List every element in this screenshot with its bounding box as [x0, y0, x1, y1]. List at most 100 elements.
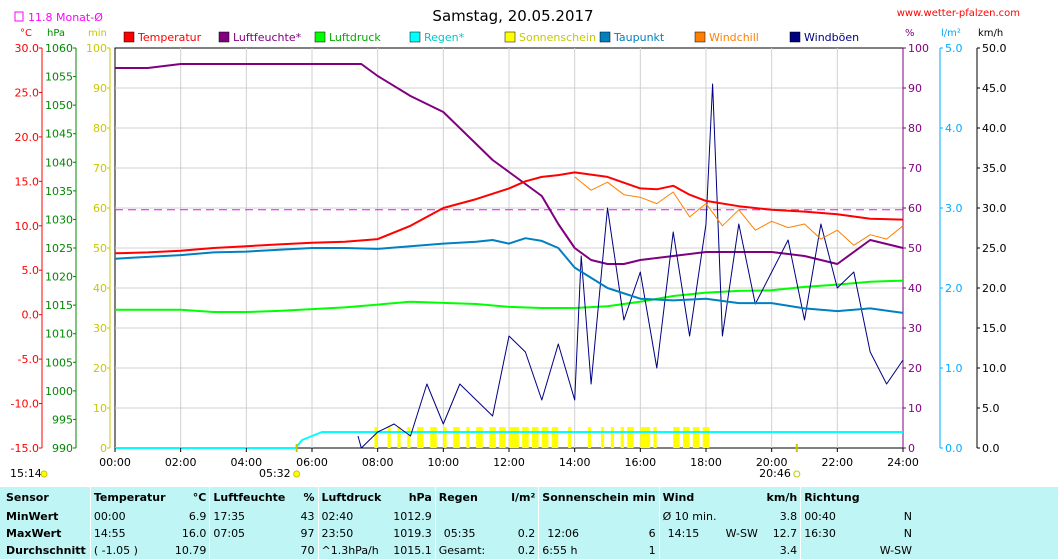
sun-time: [538, 508, 631, 525]
unit-sun: min: [88, 28, 107, 39]
header-rain: Regen: [434, 487, 501, 508]
plot-area: [114, 63, 904, 449]
pct-tick-label: 80: [908, 122, 922, 135]
rain-val: [500, 508, 539, 525]
press-val: 1015.1: [393, 544, 432, 557]
month-avg-icon: [14, 11, 24, 22]
sunshine-bar: [499, 427, 506, 448]
sunshine-bar: [600, 427, 605, 448]
series-regen: [115, 431, 903, 449]
temp-tick-label: 30.0: [15, 42, 40, 55]
hum-val: 43: [300, 510, 315, 523]
dir-val: W-SW: [879, 544, 912, 557]
sun-tick-label: 40: [93, 282, 107, 295]
legend: Temperatur Luftfeuchte* Luftdruck Regen* Son…: [123, 31, 859, 44]
sun-tick-label: 100: [86, 42, 107, 55]
rain-tick-label: 4.0: [945, 122, 963, 135]
sun-time: 6:55 h: [538, 542, 631, 559]
press-tick-label: 1055: [45, 71, 73, 84]
wind-tick-label: 0.0: [982, 442, 1000, 455]
series-luftfeuchte: [115, 63, 904, 265]
press-tick-label: 1000: [45, 385, 73, 398]
sunshine-bar: [587, 427, 592, 448]
legend-label: Windböen: [804, 31, 859, 44]
pct-tick-label: 40: [908, 282, 922, 295]
stats-row-max: MaxWert 14:55 16.0 07:05 97 23:50 1019.3…: [0, 525, 915, 542]
sunset-icon: [793, 470, 801, 478]
wind-tick-label: 50.0: [982, 42, 1007, 55]
press-tick-label: 1020: [45, 271, 73, 284]
stats-panel: Sensor Temperatur °C Luftfeuchte % Luftd…: [0, 487, 1058, 559]
site-link[interactable]: www.wetter-pfalzen.com: [897, 8, 1020, 19]
legend-label: Sonnenschein: [519, 31, 596, 44]
sunshine-bar: [430, 427, 437, 448]
sun-tick-label: 10: [93, 402, 107, 415]
press-tick-label: 995: [52, 413, 73, 426]
sunshine-bar: [509, 427, 519, 448]
press-tick-label: 1015: [45, 299, 73, 312]
header-wind-spacer: [723, 487, 761, 508]
wind-time: Ø 10 min.: [658, 508, 723, 525]
time-tick-label: 18:00: [690, 456, 722, 469]
sunrise-icon: [293, 470, 301, 478]
header-temp-unit: °C: [192, 491, 207, 504]
sunshine-bar: [640, 427, 651, 448]
temp-tick-label: -10.0: [11, 398, 39, 411]
stats-header-row: Sensor Temperatur °C Luftfeuchte % Luftd…: [0, 487, 915, 508]
temp-val: 16.0: [181, 527, 207, 540]
unit-wind: km/h: [978, 28, 1003, 39]
press-time: 02:40: [317, 508, 390, 525]
unit-rain: l/m²: [941, 28, 961, 39]
sunshine-bar: [551, 427, 559, 448]
wind-dir: [723, 508, 761, 525]
hum-val: 97: [300, 527, 315, 540]
row-label: MinWert: [6, 510, 59, 523]
press-time: 23:50: [317, 525, 390, 542]
dir-time: [800, 542, 863, 559]
legend-swatch: [789, 31, 801, 43]
header-dir: Richtung: [800, 487, 863, 508]
header-wind: Wind: [658, 487, 723, 508]
header-sun: Sonnenschein min: [538, 487, 660, 508]
temp-tick-label: 5.0: [22, 264, 40, 277]
header-wind-unit: km/h: [766, 491, 798, 504]
pct-tick-label: 0: [908, 442, 915, 455]
press-tick-label: 1045: [45, 128, 73, 141]
legend-label: Windchill: [709, 31, 759, 44]
time-tick-label: 22:00: [821, 456, 853, 469]
press-tick-label: 1030: [45, 213, 73, 226]
pct-tick-label: 30: [908, 322, 922, 335]
wind-tick-label: 25.0: [982, 242, 1007, 255]
header-hum: Luftfeuchte: [209, 487, 293, 508]
time-tick-label: 16:00: [624, 456, 656, 469]
sunshine-bar: [620, 427, 624, 448]
pct-tick-label: 20: [908, 362, 922, 375]
hum-time: [209, 542, 293, 559]
rain-val: 0.2: [517, 527, 536, 540]
row-label: MaxWert: [6, 527, 62, 540]
row-label: Durchschnitt: [6, 544, 86, 557]
temp-time: 00:00: [89, 508, 169, 525]
sunshine-bar: [466, 427, 470, 448]
time-now-label: 15:14: [10, 467, 42, 480]
wind-dir: W-SW: [725, 527, 758, 540]
sunshine-bar: [692, 427, 700, 448]
series-temperatur: [114, 171, 904, 255]
sun-icon: [40, 470, 48, 478]
rain-time: 05:35: [434, 525, 501, 542]
sun-tick-label: 30: [93, 322, 107, 335]
temp-tick-label: 15.0: [15, 175, 40, 188]
sunshine-bar: [531, 427, 539, 448]
header-dir-spacer: [863, 487, 915, 508]
temp-val: 6.9: [188, 510, 207, 523]
header-press: Luftdruck: [317, 487, 390, 508]
legend-swatch: [409, 31, 421, 43]
sun-val: 6: [648, 527, 656, 540]
header-sensor: Sensor: [6, 491, 49, 504]
press-val: 1019.3: [393, 527, 432, 540]
wind-val: 12.7: [772, 527, 798, 540]
temp-val: 10.79: [174, 544, 207, 557]
wind-tick-label: 30.0: [982, 202, 1007, 215]
time-tick-label: 20:00: [756, 456, 788, 469]
legend-swatch: [504, 31, 516, 43]
